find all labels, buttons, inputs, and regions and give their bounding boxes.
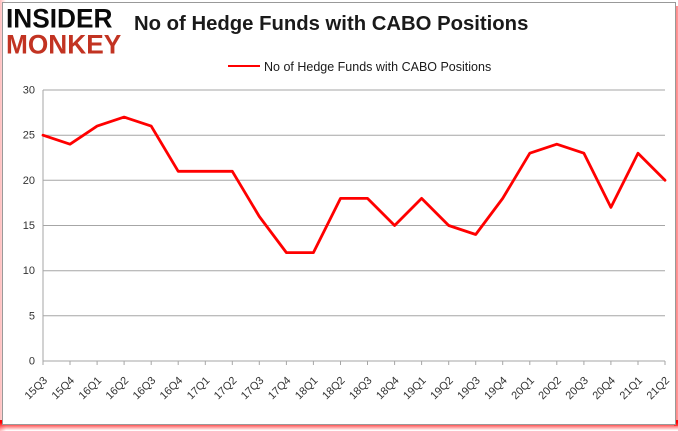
svg-text:15: 15 bbox=[23, 220, 35, 232]
svg-text:15Q3: 15Q3 bbox=[23, 375, 51, 403]
svg-text:21Q1: 21Q1 bbox=[618, 375, 646, 403]
svg-text:17Q1: 17Q1 bbox=[185, 375, 213, 403]
svg-text:16Q2: 16Q2 bbox=[104, 375, 132, 403]
svg-text:18Q1: 18Q1 bbox=[293, 375, 321, 403]
svg-text:18Q3: 18Q3 bbox=[347, 375, 375, 403]
svg-text:10: 10 bbox=[23, 265, 35, 277]
svg-text:15Q4: 15Q4 bbox=[50, 375, 78, 403]
svg-text:19Q4: 19Q4 bbox=[482, 375, 510, 403]
svg-text:17Q3: 17Q3 bbox=[239, 375, 267, 403]
svg-text:19Q3: 19Q3 bbox=[455, 375, 483, 403]
svg-text:20Q3: 20Q3 bbox=[563, 375, 591, 403]
svg-text:19Q2: 19Q2 bbox=[428, 375, 456, 403]
svg-text:16Q4: 16Q4 bbox=[158, 375, 186, 403]
svg-text:20Q4: 20Q4 bbox=[590, 375, 618, 403]
svg-text:20: 20 bbox=[23, 175, 35, 187]
svg-text:21Q2: 21Q2 bbox=[645, 375, 673, 403]
svg-text:17Q2: 17Q2 bbox=[212, 375, 240, 403]
svg-text:16Q3: 16Q3 bbox=[131, 375, 159, 403]
svg-text:17Q4: 17Q4 bbox=[266, 375, 294, 403]
svg-text:30: 30 bbox=[23, 85, 35, 97]
svg-text:25: 25 bbox=[23, 130, 35, 142]
svg-text:20Q1: 20Q1 bbox=[509, 375, 537, 403]
svg-text:19Q1: 19Q1 bbox=[401, 375, 429, 403]
svg-text:16Q1: 16Q1 bbox=[77, 375, 105, 403]
svg-text:5: 5 bbox=[29, 310, 35, 322]
svg-text:18Q2: 18Q2 bbox=[320, 375, 348, 403]
svg-text:0: 0 bbox=[29, 356, 35, 368]
svg-text:20Q2: 20Q2 bbox=[536, 375, 564, 403]
svg-text:18Q4: 18Q4 bbox=[374, 375, 402, 403]
